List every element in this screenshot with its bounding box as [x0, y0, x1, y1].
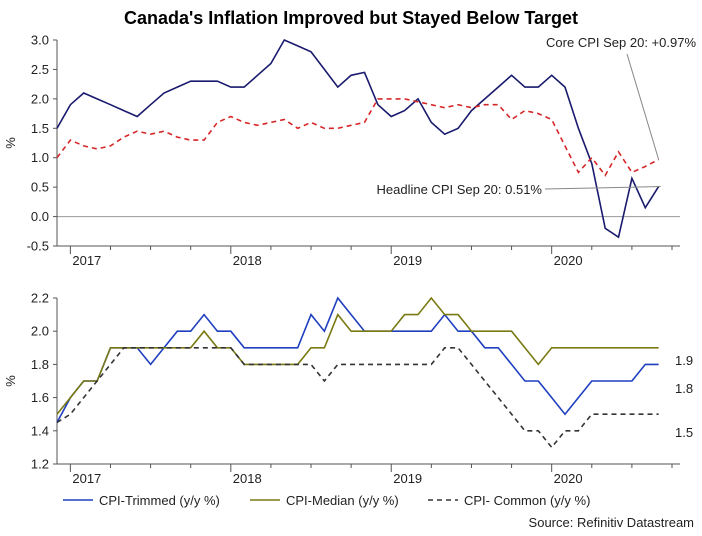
x-tick-label: 2017 [72, 471, 101, 486]
source-note: Source: Refinitiv Datastream [529, 515, 694, 530]
y-tick-label: 1.0 [31, 150, 49, 165]
bottom-x-ticks: 2017 2018 2019 2020 [69, 464, 673, 486]
bottom-y-ticks: 2.2 2.0 1.8 1.6 1.4 1.2 [31, 291, 57, 472]
x-tick-label: 2019 [393, 253, 422, 268]
headline-annotation-leader [544, 186, 661, 190]
core-cpi-annotation: Core CPI Sep 20: +0.97% [546, 35, 696, 50]
x-tick-label: 2017 [72, 253, 101, 268]
x-tick-label: 2020 [554, 471, 583, 486]
chart-title: Canada's Inflation Improved but Stayed B… [124, 8, 578, 28]
top-series [56, 38, 660, 239]
series-dashed-line [56, 98, 659, 177]
headline-cpi-annotation: Headline CPI Sep 20: 0.51% [377, 182, 543, 197]
series-line-trimmed [56, 296, 659, 423]
y-tick-label: 2.0 [31, 324, 49, 339]
y-tick-label: 1.2 [31, 457, 49, 472]
end-labels: 1.8 1.9 1.5 [675, 353, 693, 440]
y-tick-label: 1.4 [31, 423, 49, 438]
y-tick-label: 3.0 [31, 33, 49, 48]
legend-label: CPI-Median (y/y %) [286, 493, 399, 508]
y-tick-label: 2.2 [31, 291, 49, 306]
y-tick-label: 1.5 [31, 121, 49, 136]
legend-label: CPI-Trimmed (y/y %) [99, 493, 220, 508]
bottom-y-axis-label: % [3, 375, 18, 387]
series-line-common [56, 346, 659, 449]
end-label-common: 1.5 [675, 425, 693, 440]
top-panel: 3.02.52.01.51.00.50.0-0.5 2017 2018 2019 20… [3, 33, 696, 269]
end-label-median: 1.9 [675, 353, 693, 368]
series-solid-line [56, 38, 660, 239]
y-tick-label: 1.8 [31, 357, 49, 372]
x-tick-label: 2018 [233, 253, 262, 268]
bottom-panel: 2.2 2.0 1.8 1.6 1.4 1.2 2017 2018 2019 2020 % 1.… [3, 291, 693, 487]
core-annotation-leader [626, 53, 660, 160]
bottom-series [56, 296, 659, 449]
series-line-median [56, 296, 659, 415]
top-y-axis-label: % [3, 137, 18, 149]
top-y-ticks: 3.0 2.5 2.0 1.5 1.0 0.5 0.0 -0.5 [27, 33, 57, 254]
y-tick-label: 0.5 [31, 180, 49, 195]
legend: CPI-Trimmed (y/y %) CPI-Median (y/y %) CPI… [63, 493, 590, 508]
y-tick-label: 2.0 [31, 91, 49, 106]
y-tick-label: 0.0 [31, 209, 49, 224]
x-tick-label: 2018 [233, 471, 262, 486]
x-tick-label: 2019 [393, 471, 422, 486]
y-tick-label: 2.5 [31, 62, 49, 77]
y-tick-label: 1.6 [31, 390, 49, 405]
end-label-trimmed: 1.8 [675, 381, 693, 396]
x-tick-label: 2020 [554, 253, 583, 268]
y-tick-label: -0.5 [27, 239, 49, 254]
top-x-ticks: 2017 2018 2019 2020 [69, 246, 673, 268]
legend-label: CPI- Common (y/y %) [464, 493, 590, 508]
